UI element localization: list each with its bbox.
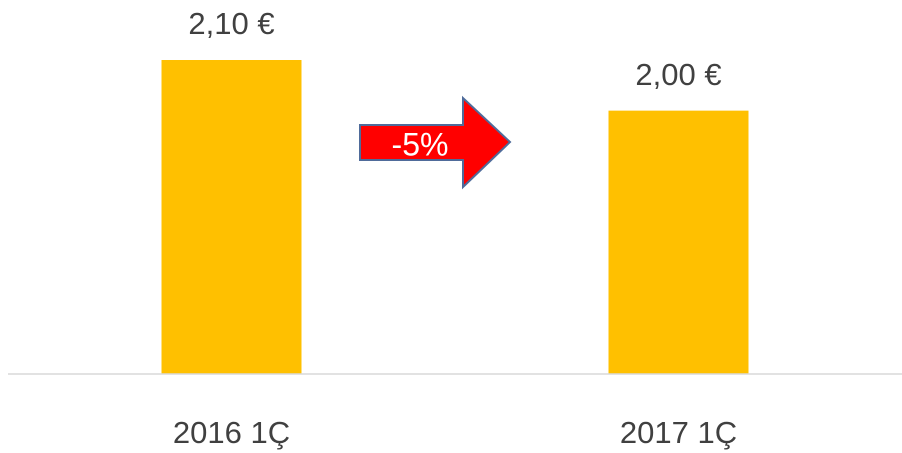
bar	[161, 60, 302, 374]
x-tick-label: 2017 1Ç	[620, 415, 737, 450]
bar	[608, 110, 749, 374]
value-label: 2,00 €	[635, 57, 721, 92]
value-label: 2,10 €	[188, 6, 274, 41]
change-label: -5%	[392, 126, 449, 162]
change-arrow	[359, 95, 512, 190]
x-tick-label: 2016 1Ç	[173, 415, 290, 450]
